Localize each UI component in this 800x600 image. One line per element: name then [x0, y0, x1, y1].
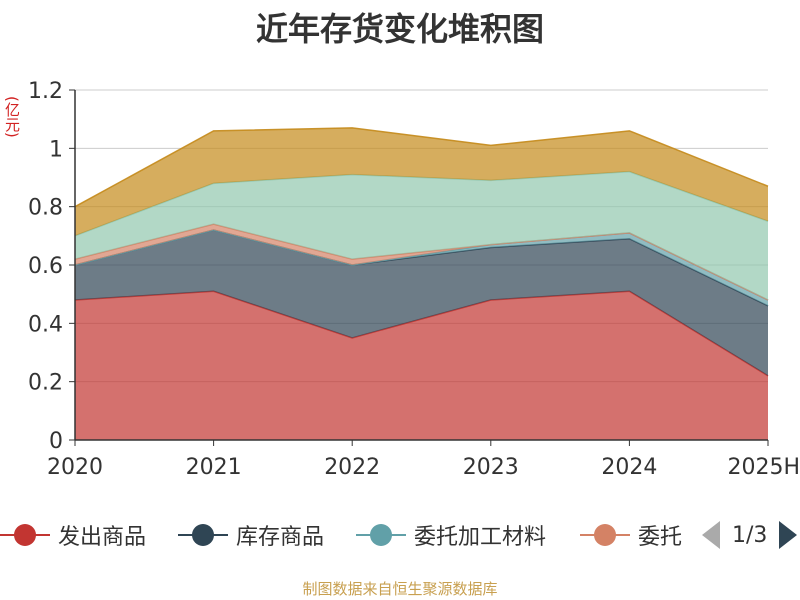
area-series-4[interactable] — [75, 171, 768, 300]
y-tick-label: 1 — [49, 137, 63, 162]
legend-label: 委托加工材料 — [414, 525, 547, 550]
legend-page-indicator: 1/3 — [732, 522, 768, 548]
x-tick-label: 2021 — [186, 455, 242, 480]
area-series-1[interactable] — [75, 230, 768, 376]
y-tick-label: 1.2 — [28, 79, 63, 104]
y-tick-label: 0.6 — [28, 254, 63, 279]
legend-item-3[interactable]: 委托 — [580, 517, 682, 553]
legend-symbol-icon — [178, 523, 228, 547]
series-line-3 — [74, 223, 769, 301]
legend-dot — [192, 524, 214, 546]
x-tick-label: 2023 — [463, 455, 519, 480]
legend-next-arrow-icon[interactable] — [779, 521, 798, 549]
legend-symbol-icon — [356, 523, 406, 547]
series-line-5 — [74, 127, 769, 208]
legend-symbol-icon — [0, 523, 50, 547]
x-tick-label: 2020 — [47, 455, 103, 480]
legend-label: 库存商品 — [236, 525, 325, 550]
legend-dot — [594, 524, 616, 546]
legend: 发出商品 库存商品 委托加工材料 委托 1/3 — [0, 517, 800, 553]
area-series-5[interactable] — [75, 127, 768, 236]
legend-item-1[interactable]: 库存商品 — [178, 517, 324, 553]
legend-item-0[interactable]: 发出商品 — [0, 517, 146, 553]
legend-pager: 1/3 — [702, 517, 798, 553]
y-tick-label: 0.2 — [28, 371, 63, 396]
legend-item-2[interactable]: 委托加工材料 — [356, 517, 546, 553]
area-series-0[interactable] — [75, 291, 768, 440]
legend-dot — [370, 524, 392, 546]
x-tick-label: 2025H — [727, 455, 800, 480]
y-axis-unit-label: (亿元) — [3, 96, 21, 138]
y-tick-label: 0.4 — [28, 312, 63, 337]
legend-prev-arrow-icon[interactable] — [702, 521, 720, 549]
axes: 0 0.2 0.4 0.6 0.8 1 1.2 2020 2021 2022 2023 2024 202… — [28, 79, 800, 480]
legend-label: 委托 — [638, 525, 683, 550]
data-source-note: 制图数据来自恒生聚源数据库 — [302, 580, 498, 598]
y-tick-label: 0.8 — [28, 196, 63, 221]
legend-symbol-icon — [580, 523, 630, 547]
y-tick-label: 0 — [49, 429, 63, 454]
x-tick-label: 2024 — [601, 455, 657, 480]
legend-label: 发出商品 — [58, 525, 147, 550]
chart-title: 近年存货变化堆积图 — [255, 10, 544, 48]
area-series — [74, 127, 769, 440]
x-tick-label: 2022 — [324, 455, 380, 480]
legend-dot — [14, 524, 36, 546]
